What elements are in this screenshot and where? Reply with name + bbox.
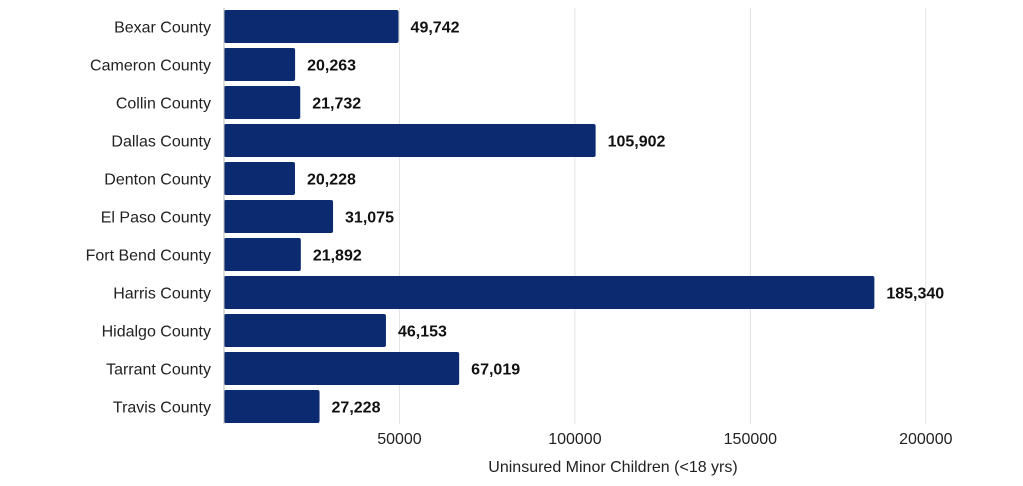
category-label: El Paso County [101,210,211,227]
bar [224,124,596,157]
category-label: Cameron County [90,58,211,75]
bar [224,276,875,309]
bar [224,10,399,43]
bar [224,390,320,423]
bar [224,200,334,233]
bar [224,162,295,195]
x-tick-label: 100000 [548,431,601,448]
bar [224,352,460,385]
x-tick-label: 150000 [724,431,777,448]
category-label: Denton County [104,172,211,189]
category-label: Bexar County [114,20,211,37]
value-label: 20,228 [307,172,356,189]
x-tick-label: 200000 [899,431,952,448]
bar [224,86,301,119]
category-label: Collin County [116,96,211,113]
category-label: Hidalgo County [102,324,211,341]
value-label: 31,075 [345,210,394,227]
value-label: 20,263 [307,58,356,75]
x-axis-title: Uninsured Minor Children (<18 yrs) [488,459,737,476]
category-label: Travis County [113,400,211,417]
bar [224,238,301,271]
bar-layer [224,10,875,423]
category-label: Fort Bend County [86,248,211,265]
value-label: 185,340 [886,286,944,303]
category-label: Harris County [113,286,211,303]
bar [224,48,296,81]
value-label: 49,742 [411,20,460,37]
value-label: 21,892 [313,248,362,265]
value-label: 27,228 [332,400,381,417]
value-label: 21,732 [312,96,361,113]
value-label: 46,153 [398,324,447,341]
label-layer: 50000 100000 150000 200000 Bexar County 49,74… [86,20,953,449]
value-label: 67,019 [471,362,520,379]
value-label: 105,902 [608,134,666,151]
category-label: Dallas County [111,134,211,151]
bar [224,314,386,347]
category-label: Tarrant County [106,362,211,379]
x-tick-label: 50000 [377,431,422,448]
